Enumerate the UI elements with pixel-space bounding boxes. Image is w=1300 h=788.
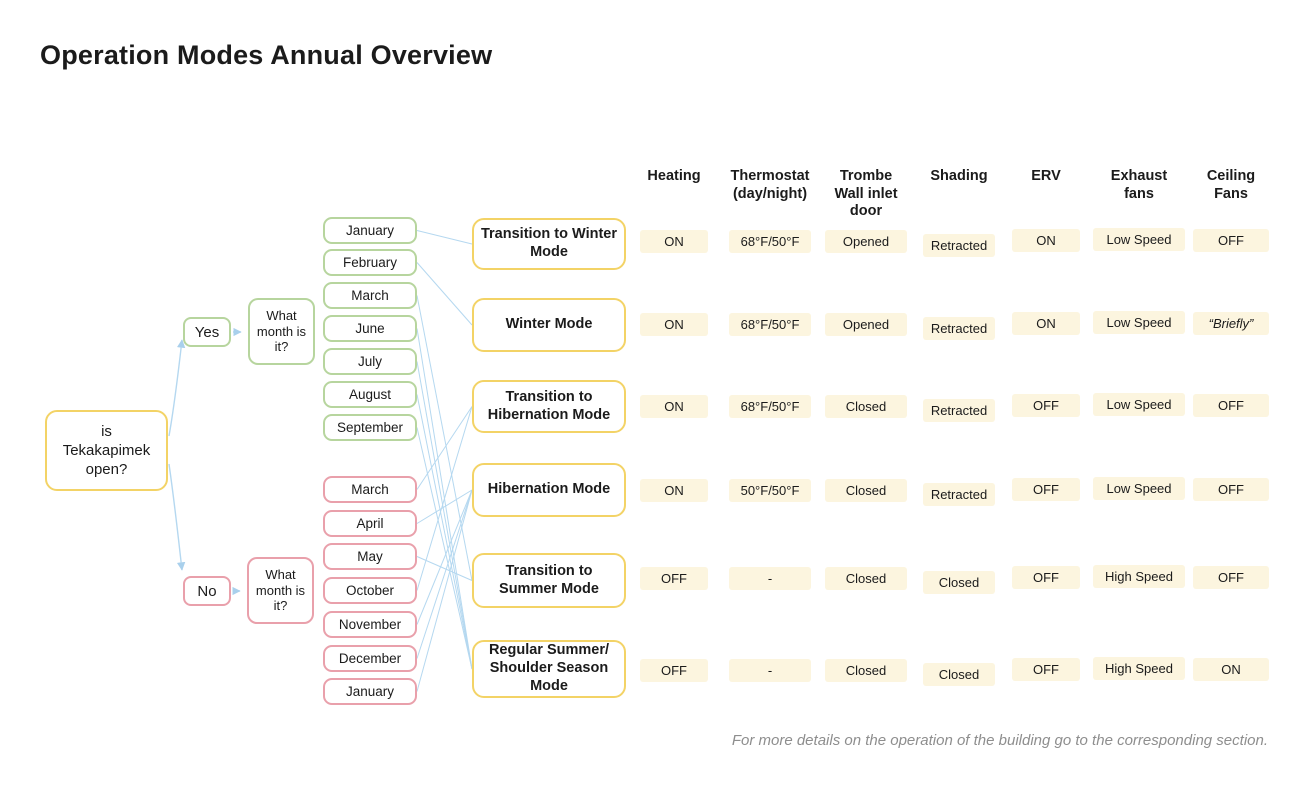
month-box: December (323, 645, 417, 672)
mode-box: Transition to Summer Mode (472, 553, 626, 608)
table-cell: Retracted (923, 234, 995, 257)
table-cell: Low Speed (1093, 477, 1185, 500)
table-cell: “Briefly” (1193, 312, 1269, 335)
no-box: No (183, 576, 231, 606)
table-cell: Closed (825, 659, 907, 682)
table-cell: Low Speed (1093, 228, 1185, 251)
mode-box: Winter Mode (472, 298, 626, 352)
table-cell: Retracted (923, 483, 995, 506)
month-box: January (323, 217, 417, 244)
table-cell: 68°F/50°F (729, 395, 811, 418)
table-cell: OFF (1012, 566, 1080, 589)
table-cell: - (729, 567, 811, 590)
closed-month-question-box: What month is it? (247, 557, 314, 624)
column-header: Thermostat (day/night) (730, 168, 810, 202)
mode-box: Hibernation Mode (472, 463, 626, 517)
table-cell: High Speed (1093, 657, 1185, 680)
table-cell: High Speed (1093, 565, 1185, 588)
column-header: Ceiling Fans (1206, 168, 1256, 202)
table-cell: OFF (1193, 394, 1269, 417)
column-header: Trombe Wall inlet door (834, 168, 898, 220)
column-header: Exhaust fans (1110, 168, 1168, 202)
decision-arrows (168, 327, 242, 596)
mode-box: Regular Summer/ Shoulder Season Mode (472, 640, 626, 698)
table-cell: Closed (923, 571, 995, 594)
table-cell: ON (640, 479, 708, 502)
month-box: August (323, 381, 417, 408)
column-header: ERV (1031, 168, 1061, 184)
root-question-text: is Tekakapimek open? (62, 422, 151, 479)
table-cell: - (729, 659, 811, 682)
table-cell: Closed (825, 479, 907, 502)
table-cell: Closed (825, 567, 907, 590)
table-cell: OFF (640, 659, 708, 682)
month-box: June (323, 315, 417, 342)
table-cell: ON (1012, 229, 1080, 252)
table-cell: ON (640, 230, 708, 253)
table-cell: OFF (1012, 394, 1080, 417)
month-box: February (323, 249, 417, 276)
month-box: July (323, 348, 417, 375)
table-cell: OFF (1012, 658, 1080, 681)
footer-note: For more details on the operation of the… (731, 732, 1268, 749)
month-box: November (323, 611, 417, 638)
table-cell: Retracted (923, 317, 995, 340)
table-cell: ON (640, 313, 708, 336)
table-cell: Opened (825, 230, 907, 253)
mode-box: Transition to Hibernation Mode (472, 380, 626, 433)
table-cell: 50°F/50°F (729, 479, 811, 502)
open-month-question-box: What month is it? (248, 298, 315, 365)
month-box: May (323, 543, 417, 570)
table-cell: ON (1012, 312, 1080, 335)
month-box: March (323, 476, 417, 503)
month-box: April (323, 510, 417, 537)
table-cell: OFF (1193, 566, 1269, 589)
table-cell: Opened (825, 313, 907, 336)
mode-box: Transition to Winter Mode (472, 218, 626, 270)
table-cell: OFF (1012, 478, 1080, 501)
column-header: Shading (930, 168, 988, 184)
table-cell: 68°F/50°F (729, 230, 811, 253)
table-cell: Low Speed (1093, 393, 1185, 416)
table-cell: OFF (640, 567, 708, 590)
page-title: Operation Modes Annual Overview (40, 40, 493, 70)
table-cell: Closed (825, 395, 907, 418)
column-header: Heating (647, 168, 701, 184)
month-box: March (323, 282, 417, 309)
table-cell: ON (1193, 658, 1269, 681)
table-cell: ON (640, 395, 708, 418)
month-box: January (323, 678, 417, 705)
yes-box: Yes (183, 317, 231, 347)
table-cell: OFF (1193, 478, 1269, 501)
table-cell: Closed (923, 663, 995, 686)
month-box: September (323, 414, 417, 441)
root-question-box: is Tekakapimek open? (45, 410, 168, 491)
month-box: October (323, 577, 417, 604)
table-cell: Retracted (923, 399, 995, 422)
table-cell: Low Speed (1093, 311, 1185, 334)
table-cell: 68°F/50°F (729, 313, 811, 336)
table-cell: OFF (1193, 229, 1269, 252)
